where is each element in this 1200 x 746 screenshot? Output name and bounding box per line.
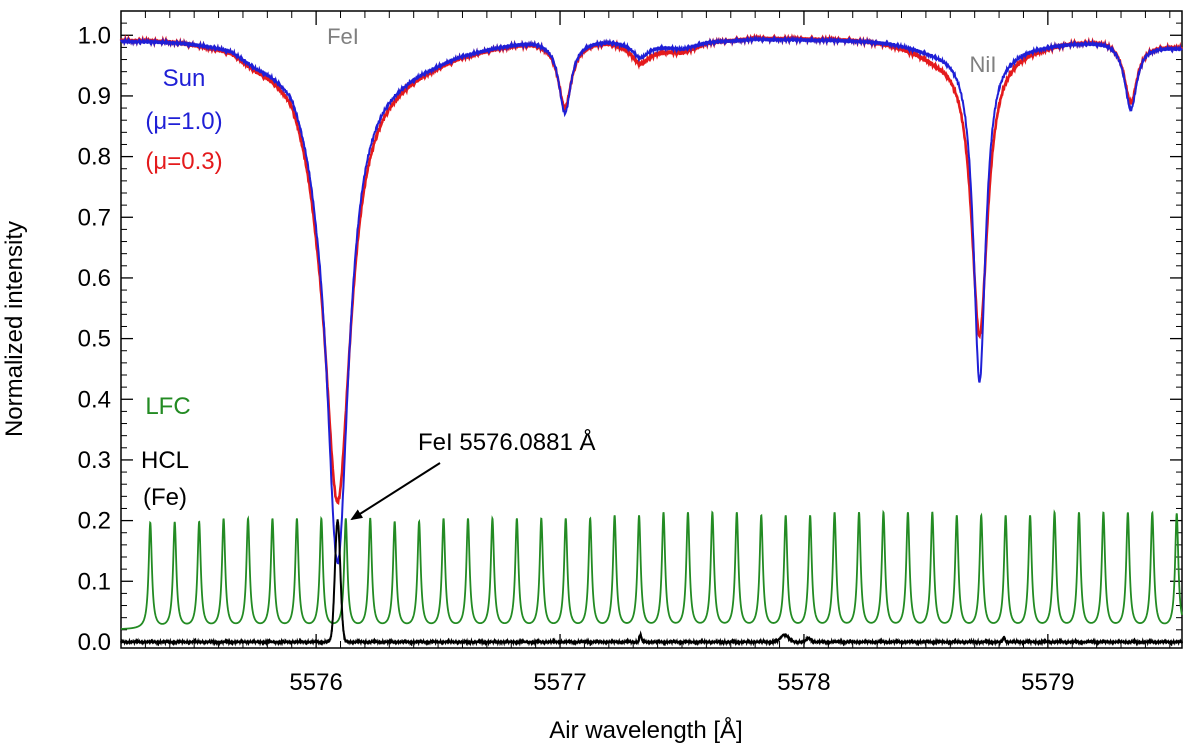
- x-axis-title: Air wavelength [Å]: [549, 716, 742, 744]
- plot-frame: [120, 10, 1183, 649]
- legend-mu03: (μ=0.3): [145, 148, 222, 175]
- series-line-hcl: [120, 519, 1183, 647]
- x-tick-label: 5576: [289, 669, 342, 696]
- legend-mu10: (μ=1.0): [145, 108, 222, 135]
- plot-axes: 0.0 0.1 0.2 0.3 0.4 0.5 0.6 0.7 0.8 0.9 1.0 5576 557…: [78, 10, 1183, 696]
- y-tick-label: 0.9: [78, 83, 111, 110]
- y-tick-label: 0.4: [78, 386, 111, 413]
- series-line-lfc: [120, 509, 1183, 630]
- series-line-sun_mu10: [120, 34, 1183, 565]
- series-line-sun_mu03: [119, 33, 1184, 506]
- y-tick-label: 0.8: [78, 144, 111, 171]
- y-tick-label: 0.1: [78, 568, 111, 595]
- y-tick-label: 0.2: [78, 508, 111, 535]
- legend-hcl-element: (Fe): [143, 484, 187, 511]
- series-layer: [119, 33, 1184, 647]
- legend-hcl: HCL: [141, 447, 189, 474]
- fe-line-label: FeI: [327, 24, 359, 49]
- legend-lfc: LFC: [145, 393, 190, 420]
- legend-sun: Sun: [163, 65, 206, 92]
- annotation-label: FeI 5576.0881 Å: [418, 428, 595, 456]
- y-tick-label: 0.0: [78, 629, 111, 656]
- annotation-arrow: [350, 462, 441, 521]
- y-tick-label: 0.6: [78, 265, 111, 292]
- ni-line-label: NiI: [970, 52, 997, 77]
- x-tick-label: 5579: [1021, 669, 1074, 696]
- y-tick-label: 0.5: [78, 326, 111, 353]
- x-tick-label: 5577: [533, 669, 586, 696]
- y-axis-title: Normalized intensity: [1, 221, 28, 437]
- y-tick-label: 0.7: [78, 204, 111, 231]
- y-tick-label: 0.3: [78, 447, 111, 474]
- labels-layer: FeI NiI Sun (μ=1.0) (μ=0.3) LFC HCL (Fe)…: [1, 24, 996, 744]
- x-tick-label: 5578: [777, 669, 830, 696]
- y-tick-label: 1.0: [78, 22, 111, 49]
